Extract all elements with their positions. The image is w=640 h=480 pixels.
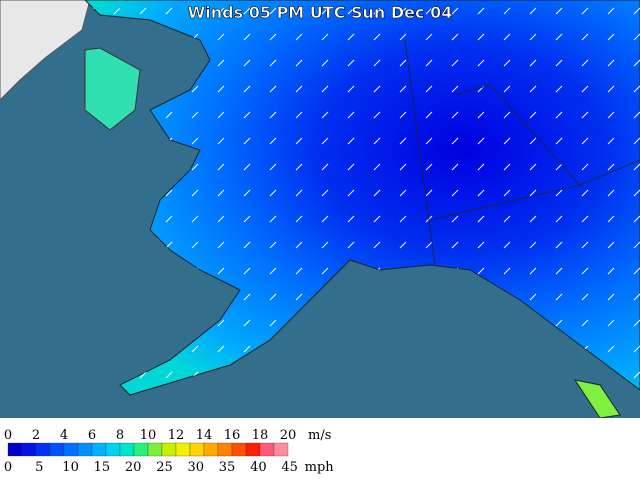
ms-label: 16 — [224, 428, 241, 443]
ms-label: 14 — [196, 428, 213, 443]
ms-unit: m/s — [308, 428, 331, 443]
ms-label: 10 — [140, 428, 157, 443]
ms-label: 0 — [4, 428, 12, 443]
legend-swatch — [217, 442, 233, 457]
mph-label: 20 — [125, 460, 142, 475]
legend-swatch — [259, 442, 275, 457]
legend-swatch — [91, 442, 107, 457]
mph-label: 45 — [281, 460, 298, 475]
mph-label: 15 — [94, 460, 111, 475]
ms-label: 8 — [116, 428, 124, 443]
borders — [404, 39, 640, 266]
legend-swatch — [7, 442, 23, 457]
mph-label: 10 — [62, 460, 79, 475]
russia — [0, 0, 91, 101]
ms-label: 12 — [168, 428, 185, 443]
legend-swatch — [273, 442, 289, 457]
legend-swatch — [63, 442, 79, 457]
ms-label: 6 — [88, 428, 96, 443]
wind-arrows — [85, 0, 640, 395]
legend-swatch — [203, 442, 219, 457]
mph-label: 30 — [187, 460, 204, 475]
legend-swatch — [21, 442, 37, 457]
legend-swatch — [189, 442, 205, 457]
mph-label: 5 — [35, 460, 43, 475]
legend-swatch — [231, 442, 247, 457]
mph-unit: mph — [305, 460, 335, 475]
mph-label: 0 — [4, 460, 12, 475]
ms-label: 2 — [32, 428, 40, 443]
island — [573, 379, 621, 419]
legend-swatch — [49, 442, 65, 457]
legend-swatch — [245, 442, 261, 457]
legend-swatch — [175, 442, 191, 457]
mph-label: 25 — [156, 460, 173, 475]
ms-label: 20 — [280, 428, 297, 443]
legend-swatch — [77, 442, 93, 457]
map-title: Winds 05 PM UTC Sun Dec 04 — [188, 3, 453, 22]
legend-swatch — [119, 442, 135, 457]
legend-swatch — [147, 442, 163, 457]
ms-label: 4 — [60, 428, 68, 443]
legend-swatch — [105, 442, 121, 457]
mph-label: 40 — [250, 460, 267, 475]
chukotka — [84, 47, 141, 131]
mph-label: 35 — [219, 460, 236, 475]
legend-swatch — [35, 442, 51, 457]
legend-swatch — [133, 442, 149, 457]
legend-swatch — [161, 442, 177, 457]
ms-label: 18 — [252, 428, 269, 443]
